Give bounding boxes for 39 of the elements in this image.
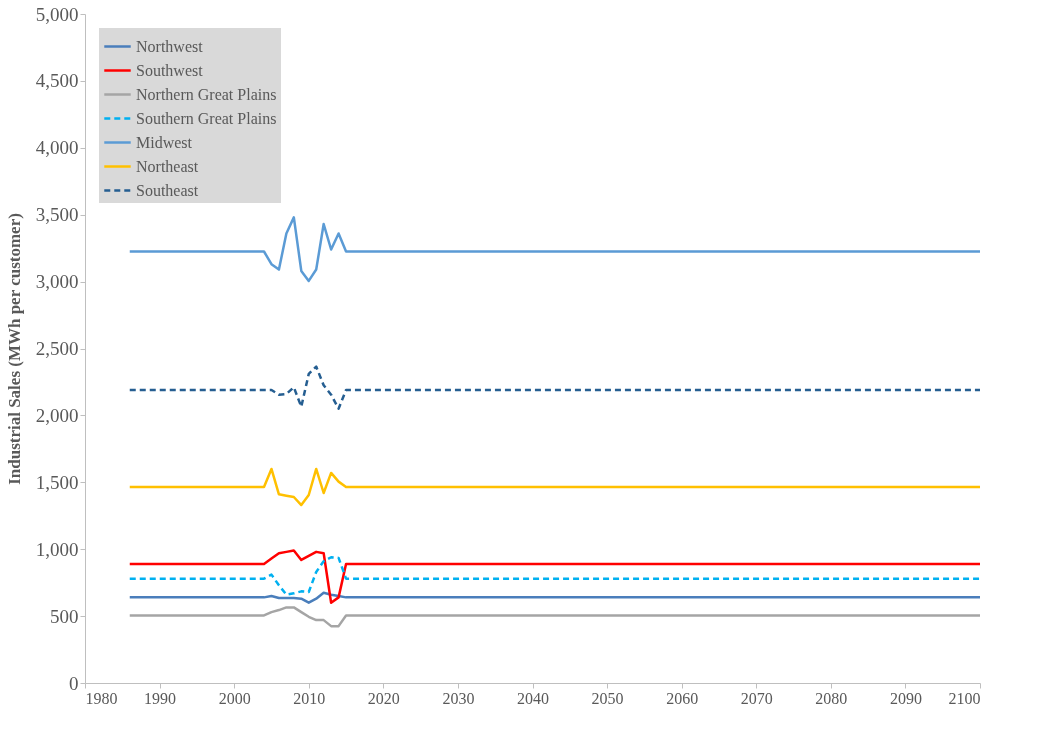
x-tick-label: 2010: [293, 689, 326, 707]
line-series: [128, 216, 982, 283]
legend-label: Southern Great Plains: [136, 109, 277, 127]
y-tick-label: 3,000: [35, 271, 79, 293]
x-tick-label: 1990: [144, 689, 177, 707]
line-series: [128, 606, 982, 628]
y-tick-label: 5,000: [35, 3, 79, 25]
x-tick-label: 2000: [218, 689, 251, 707]
line-series: [128, 549, 982, 604]
x-tick-label: 2100: [948, 689, 981, 707]
line-series: [128, 591, 982, 604]
x-tick-label: 2040: [517, 689, 549, 707]
x-tick-label: 2070: [740, 689, 773, 707]
y-tick-label: 0: [69, 672, 79, 694]
y-tick-label: 2,500: [35, 338, 79, 359]
legend-label: Northeast: [136, 157, 199, 175]
y-tick-label: 4,000: [35, 137, 79, 159]
y-tick-label: 1,500: [35, 471, 79, 493]
line-series: [128, 467, 982, 507]
legend-label: Northwest: [136, 37, 204, 55]
legend-label: Southeast: [136, 181, 199, 199]
legend-label: Southwest: [136, 61, 204, 79]
x-tick-label: 2020: [367, 689, 400, 707]
x-tick-label: 2080: [815, 689, 848, 707]
line-series: [128, 555, 982, 596]
legend-label: Midwest: [136, 133, 193, 151]
y-tick-label: 500: [50, 605, 79, 627]
x-tick-label: 2090: [889, 689, 922, 707]
y-axis-title: Industrial Sales (MWh per customer): [4, 213, 24, 485]
y-tick-label: 1,000: [35, 538, 79, 560]
y-tick-label: 2,000: [35, 404, 79, 426]
y-tick-label: 3,500: [35, 204, 79, 226]
legend-label: Northern Great Plains: [136, 85, 277, 103]
x-tick-label: 1980: [85, 689, 118, 707]
x-tick-label: 2050: [591, 689, 624, 707]
x-tick-label: 2030: [442, 689, 475, 707]
y-tick-label: 4,500: [35, 70, 79, 92]
x-tick-label: 2060: [666, 689, 699, 707]
line-series: [128, 365, 982, 410]
